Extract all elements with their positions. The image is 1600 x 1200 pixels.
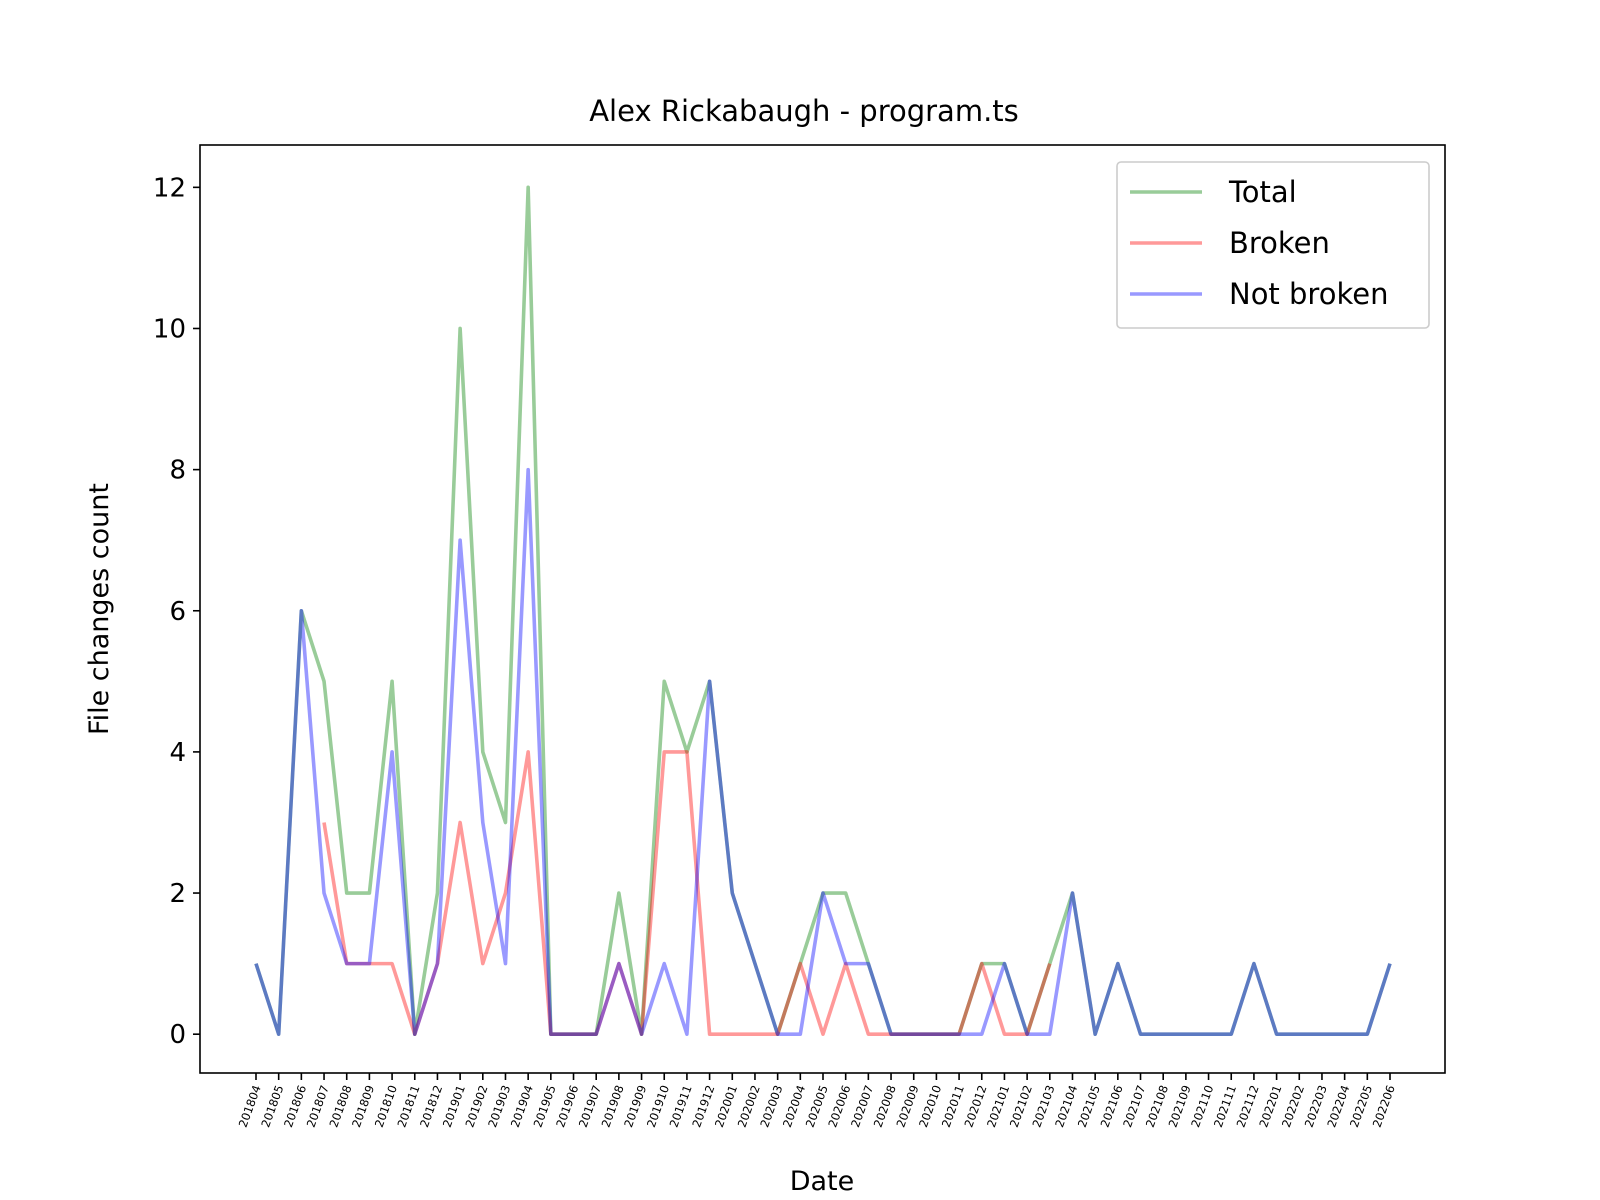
y-axis: 0 2 4 6 8 10 12 [153, 173, 200, 1050]
y-tick-label: 12 [153, 173, 186, 203]
legend-label-broken: Broken [1229, 226, 1330, 260]
series-line-not-broken [254, 467, 1392, 1036]
legend-box [1116, 161, 1430, 329]
y-axis-label: File changes count [84, 483, 115, 735]
series-broken [322, 750, 1052, 1036]
y-tick-label: 10 [153, 314, 186, 344]
y-tick-label: 2 [169, 879, 186, 909]
chart-title: Alex Rickabaugh - program.ts [589, 94, 1019, 128]
series-line-total [254, 185, 1392, 1036]
x-axis: 2018042018052018062018072018082018092018… [236, 1073, 1398, 1129]
legend-label-not-broken: Not broken [1229, 277, 1388, 311]
y-tick-label: 6 [169, 597, 186, 627]
legend-label-total: Total [1228, 175, 1297, 209]
series-line-broken [322, 750, 1052, 1036]
y-tick-label: 8 [169, 456, 186, 486]
series-not-broken [254, 467, 1392, 1036]
series-total [254, 185, 1392, 1036]
x-axis-label: Date [790, 1166, 855, 1197]
plot-area [254, 185, 1392, 1036]
y-tick-label: 0 [169, 1020, 186, 1050]
y-tick-label: 4 [169, 738, 186, 768]
legend: Total Broken Not broken [1116, 161, 1430, 329]
